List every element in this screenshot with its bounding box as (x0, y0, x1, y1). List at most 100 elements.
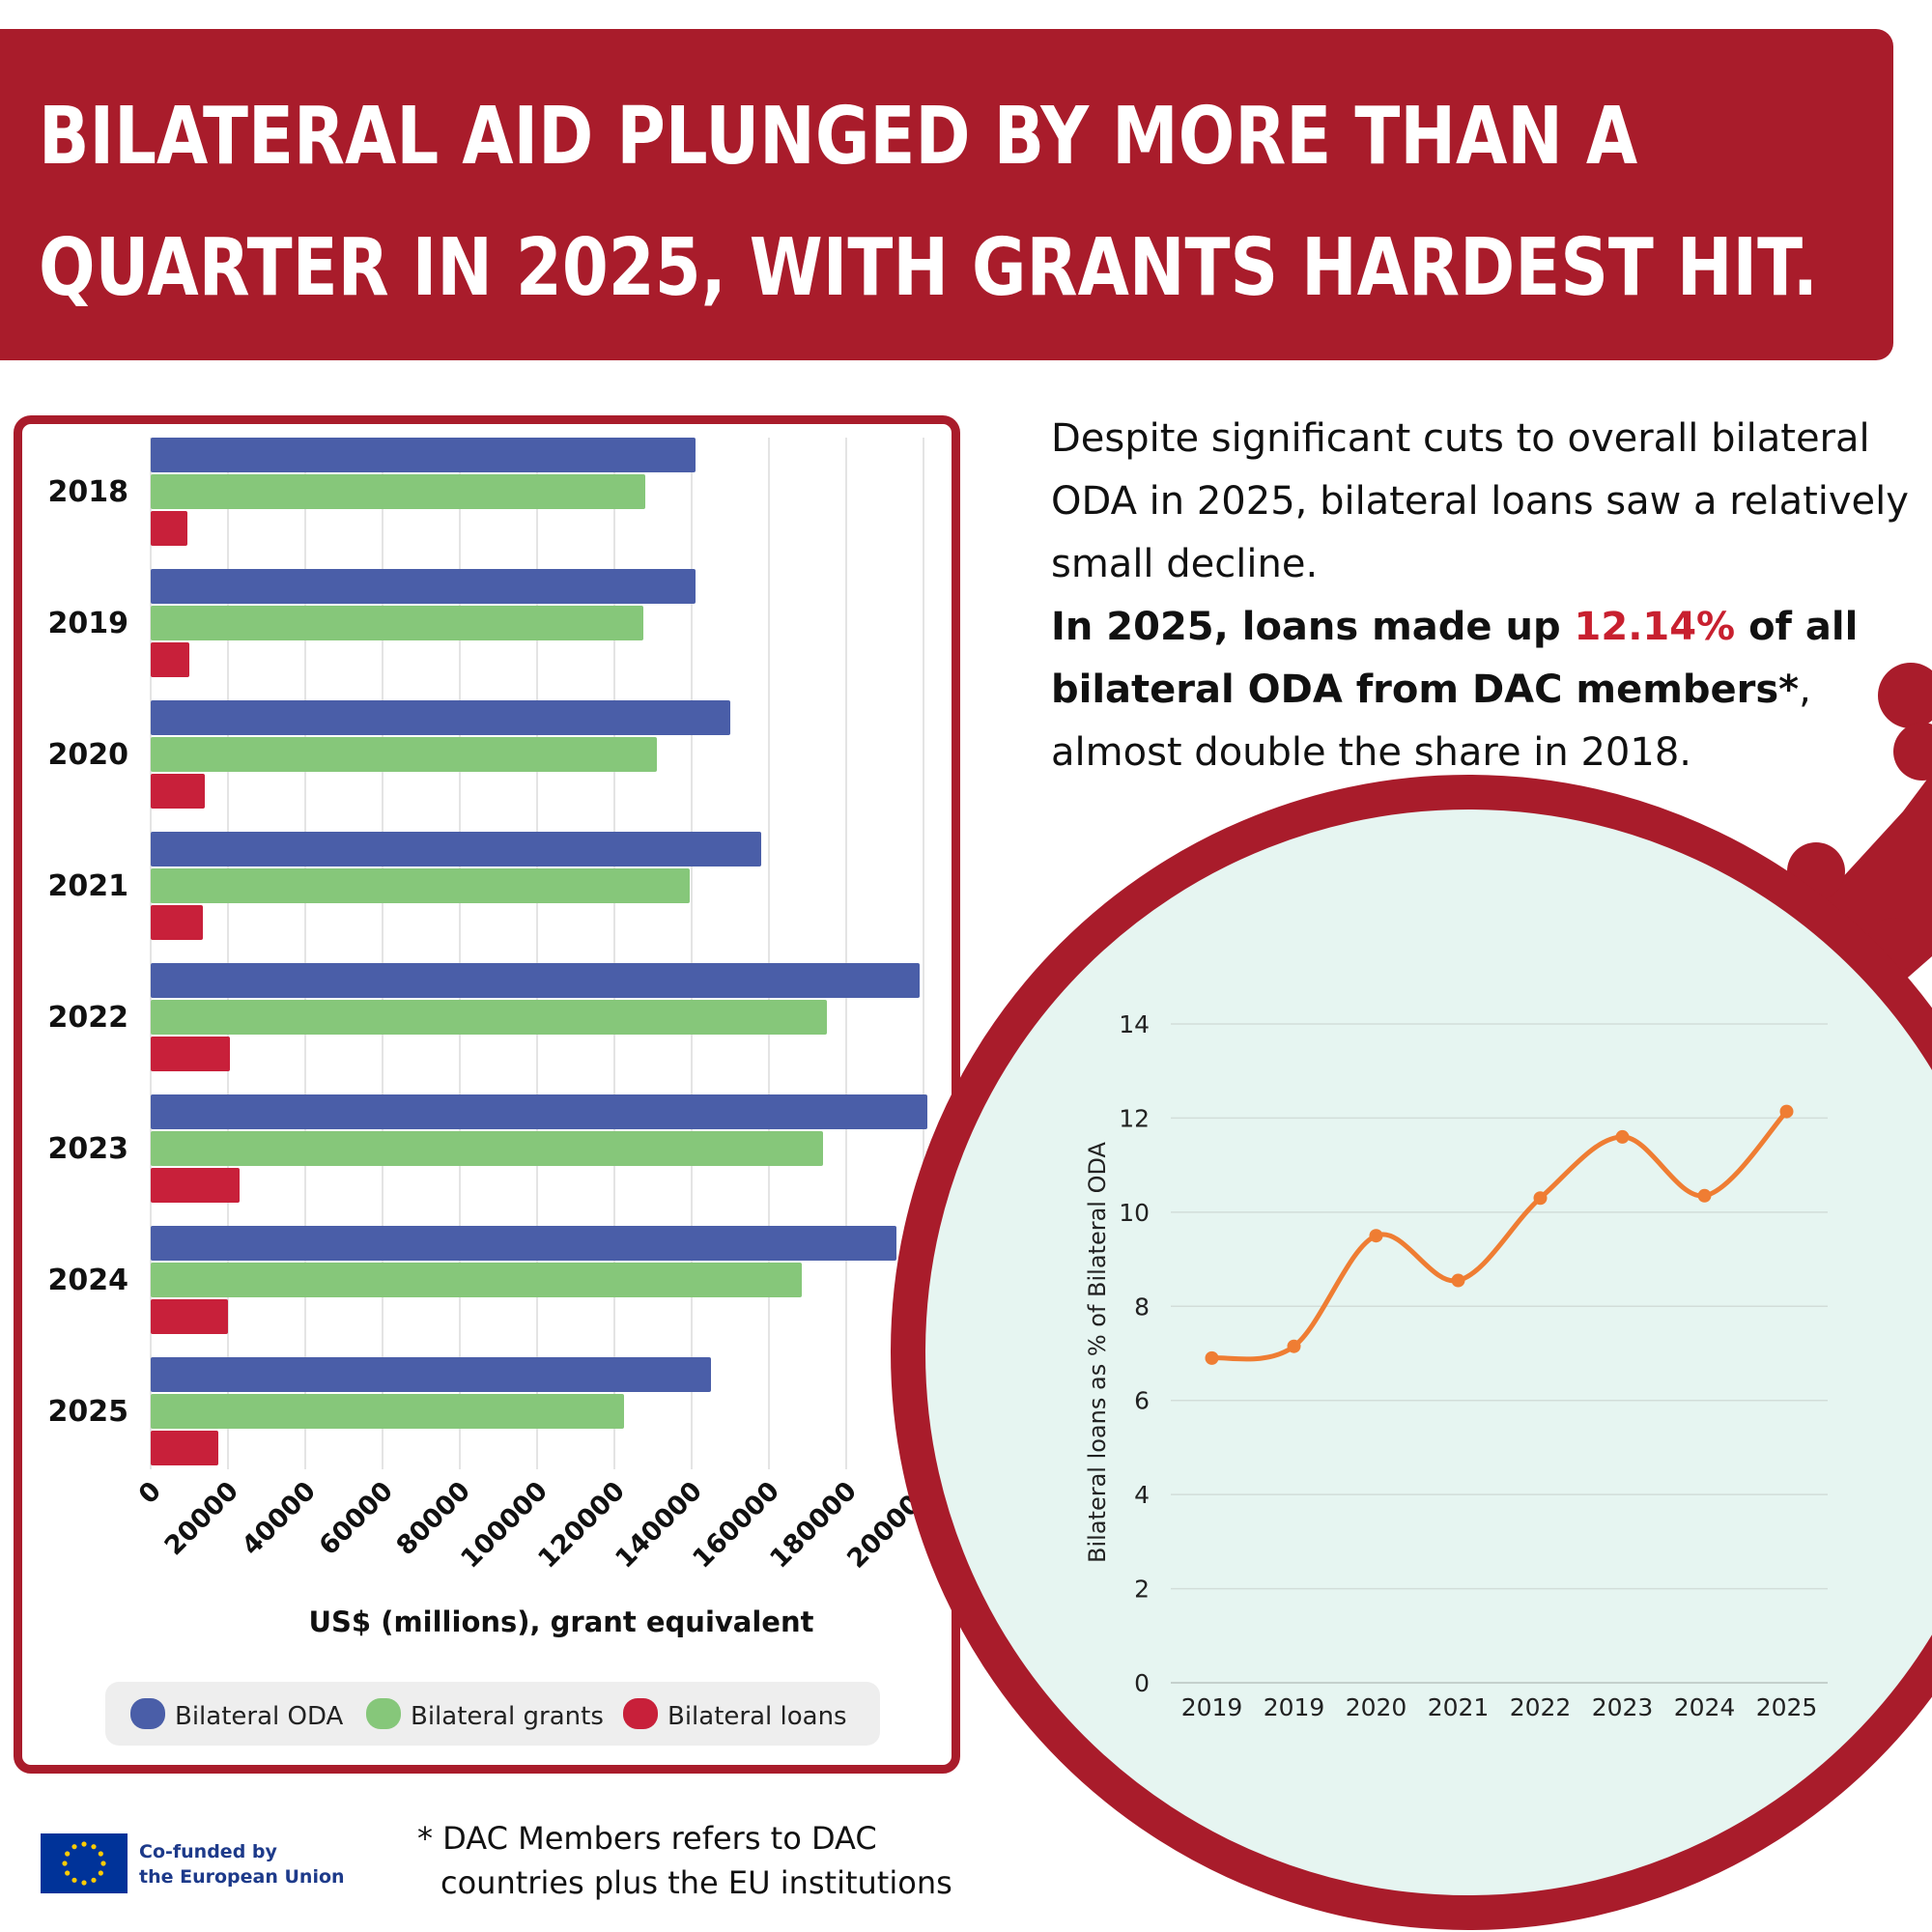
y-axis-title: Bilateral loans as % of Bilateral ODA (1084, 1141, 1111, 1562)
bar-loans (151, 642, 189, 677)
legend-label: Bilateral grants (411, 1702, 604, 1731)
data-point (1451, 1273, 1465, 1288)
legend-swatch (366, 1698, 401, 1729)
data-point (1287, 1339, 1301, 1353)
x-axis-title: US$ (millions), grant equivalent (309, 1605, 814, 1638)
description-rest: , almost double the share in 2018. (1051, 668, 1811, 775)
x-tick-label: 2021 (1428, 1693, 1490, 1721)
bar-loans (151, 1168, 240, 1203)
y-tick-label: 2023 (48, 1132, 129, 1166)
description: Despite significant cuts to overall bila… (1051, 408, 1920, 784)
bar-loans (151, 905, 203, 940)
bar-oda (151, 832, 761, 867)
data-point (1615, 1129, 1630, 1144)
eu-star (81, 1841, 87, 1847)
bar-loans (151, 1037, 230, 1071)
loan-share-highlight: 12.14% (1574, 605, 1736, 649)
bar-grants (151, 737, 657, 772)
bar-grants (151, 1000, 827, 1035)
eu-star (98, 1851, 103, 1857)
y-tick-label: 14 (1119, 1010, 1150, 1038)
description-para-1: Despite significant cuts to overall bila… (1051, 416, 1909, 586)
bar-grants (151, 1131, 823, 1166)
magnifier-handle (1797, 773, 1932, 1024)
legend-label: Bilateral loans (668, 1702, 847, 1731)
footnote: * DAC Members refers to DAC countries pl… (417, 1816, 952, 1905)
bar-grants (151, 474, 645, 509)
data-point (1697, 1188, 1712, 1203)
bar-grants (151, 868, 690, 903)
bar-grants (151, 1263, 802, 1297)
bar-grants (151, 1394, 624, 1429)
eu-star (91, 1877, 97, 1883)
x-tick-label: 40000 (237, 1476, 322, 1561)
x-tick-label: 2024 (1674, 1693, 1736, 1721)
eu-text-line-1: Co-funded by (139, 1841, 277, 1862)
eu-star (100, 1861, 106, 1866)
y-tick-label: 4 (1134, 1481, 1150, 1509)
bar-loans (151, 774, 205, 809)
eu-star (98, 1870, 103, 1876)
bar-oda (151, 438, 696, 472)
bar-oda (151, 1226, 896, 1261)
footnote-line-1: DAC Members refers to DAC (442, 1820, 877, 1857)
x-tick-label: 2022 (1510, 1693, 1572, 1721)
bar-oda (151, 700, 730, 735)
bar-chart: 2018 2019 2020 2021 2022 2023 2024 2025 02000040… (48, 438, 940, 1746)
data-point (1533, 1191, 1548, 1206)
y-tick-label: 2020 (48, 738, 129, 772)
title-banner: BILATERAL AID PLUNGED BY MORE THAN A QUA… (0, 29, 1893, 360)
title-line-2: QUARTER IN 2025, WITH GRANTS HARDEST HIT… (39, 222, 1818, 314)
data-point (1369, 1229, 1383, 1243)
y-tick-label: 2 (1134, 1576, 1150, 1604)
eu-star (62, 1861, 68, 1866)
y-tick-label: 2018 (48, 475, 129, 509)
bar-oda (151, 1094, 927, 1129)
y-tick-label: 12 (1119, 1104, 1150, 1132)
y-tick-label: 2021 (48, 869, 129, 903)
handle-knob (1787, 842, 1845, 900)
handle-knob (1866, 918, 1920, 972)
bar-grants (151, 606, 643, 640)
bar-loans (151, 1431, 218, 1465)
description-para-2: In 2025, loans made up 12.14% of all bil… (1051, 596, 1920, 784)
x-tick-label: 2023 (1592, 1693, 1654, 1721)
eu-flag-icon (41, 1833, 128, 1893)
legend-label: Bilateral ODA (175, 1702, 344, 1731)
legend-box (105, 1682, 880, 1746)
bar-oda (151, 569, 696, 604)
eu-star (91, 1844, 97, 1850)
y-tick-label: 2019 (48, 607, 129, 640)
x-tick-label: 2019 (1264, 1693, 1325, 1721)
bar-oda (151, 1357, 711, 1392)
x-tick-label: 0 (133, 1476, 167, 1510)
bar-loans (151, 1299, 228, 1334)
x-tick-label: 200000 (841, 1476, 940, 1575)
description-bold-a: In 2025, loans made up (1051, 605, 1575, 649)
data-point (1779, 1104, 1794, 1119)
y-tick-label: 6 (1134, 1387, 1150, 1415)
title-line-1: BILATERAL AID PLUNGED BY MORE THAN A (39, 91, 1638, 183)
y-tick-label: 8 (1134, 1293, 1150, 1321)
x-tick-label: 60000 (314, 1476, 399, 1561)
x-tick-label: 2020 (1346, 1693, 1407, 1721)
bar-loans (151, 511, 187, 546)
y-tick-label: 0 (1134, 1669, 1150, 1697)
x-tick-label: 20000 (159, 1476, 244, 1561)
eu-star (81, 1880, 87, 1886)
description-bold-b: of all bilateral ODA from DAC members* (1051, 605, 1859, 712)
eu-star (71, 1877, 77, 1883)
y-tick-label: 10 (1119, 1199, 1150, 1227)
magnifier-lens (891, 775, 1932, 1930)
legend-swatch (130, 1698, 165, 1729)
bar-oda (151, 963, 920, 998)
y-tick-label: 2024 (48, 1264, 129, 1297)
data-point (1205, 1350, 1219, 1365)
x-tick-label: 2019 (1181, 1693, 1243, 1721)
eu-star (65, 1851, 71, 1857)
footnote-marker: * (417, 1820, 433, 1857)
eu-text-line-2: the European Union (139, 1866, 345, 1888)
eu-cofunded-text: Co-funded by the European Union (139, 1839, 345, 1889)
y-tick-label: 2025 (48, 1395, 129, 1429)
y-tick-label: 2022 (48, 1001, 129, 1035)
